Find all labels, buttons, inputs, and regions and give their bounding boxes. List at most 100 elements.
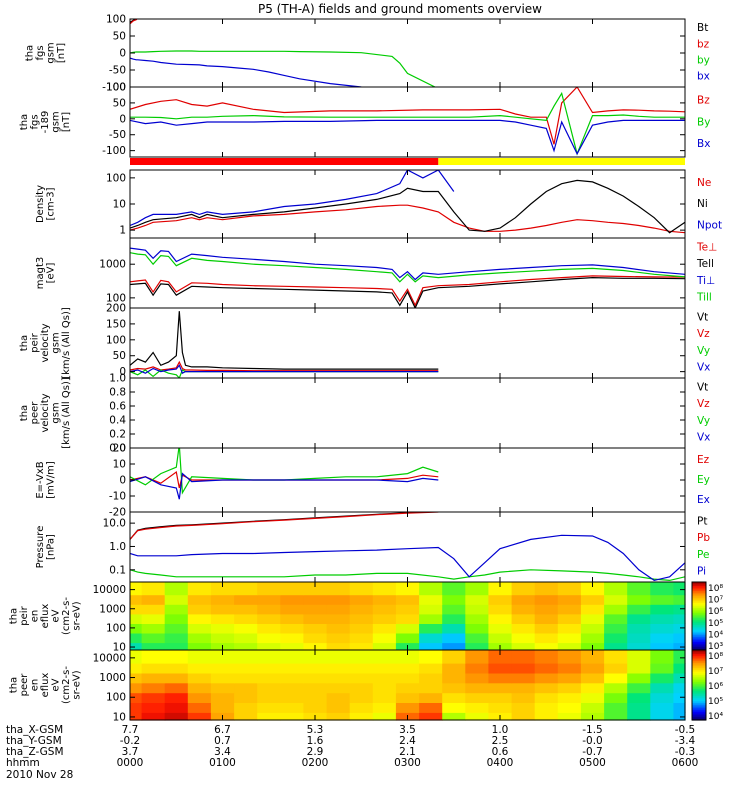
- spectrogram-cell: [164, 682, 189, 694]
- colorbar-tick-label: 10⁵: [708, 697, 723, 707]
- colorbar-segment: [692, 688, 706, 691]
- spectrogram-cell: [511, 663, 536, 674]
- spectrogram-cell: [511, 594, 536, 605]
- y-tick-label: -50: [109, 129, 126, 141]
- spectrogram-cell: [257, 672, 281, 684]
- ephemeris-value: 2.9: [307, 746, 324, 758]
- spectrogram-cell: [210, 623, 235, 634]
- spectrogram-cell: [326, 672, 351, 684]
- spectrogram-cell: [604, 604, 628, 615]
- spectrogram-cell: [372, 632, 397, 644]
- colorbar-tick-label: 10³: [708, 642, 723, 652]
- ephemeris-value: -0.3: [675, 746, 696, 758]
- spectrogram-cell: [557, 582, 582, 596]
- spectrogram-cell: [627, 582, 651, 596]
- spectrogram-cell: [349, 632, 374, 644]
- spectrogram-cell: [650, 702, 674, 713]
- colorbar-segment: [692, 582, 706, 585]
- y-tick-label: 100: [106, 14, 126, 26]
- y-axis-label: [eV]: [45, 263, 56, 284]
- colorbar-segment: [692, 621, 706, 624]
- colorbar-segment: [692, 585, 706, 588]
- y-axis-label: gsm: [45, 42, 56, 63]
- ephemeris-value: 0300: [394, 757, 421, 769]
- time-axis: tha_X-GSM 7.7 6.7 5.3 3.5 1.0 -1.5 -0.5 tha_Y-GS…: [6, 724, 698, 769]
- legend-entry: Ne: [697, 177, 711, 189]
- spectrogram-cell: [141, 582, 166, 596]
- spectrogram-cell: [627, 642, 651, 651]
- spectrogram-cell: [372, 604, 397, 615]
- spectrogram-cell: [534, 632, 559, 644]
- spectrogram-cells: [130, 582, 686, 651]
- spectrogram-cell: [488, 582, 513, 596]
- colorbar-segment: [692, 610, 706, 614]
- spectrogram-cell: [187, 692, 212, 703]
- legend-entry: Vt: [697, 312, 708, 324]
- colorbar-tick-label: 10⁷: [708, 596, 723, 606]
- y-axis-label: (cm2-s-: [61, 597, 72, 635]
- colorbar-segment: [692, 662, 706, 665]
- series-line-Vt: [130, 311, 439, 370]
- spectrogram-cell: [326, 682, 351, 694]
- spectrogram-cell: [280, 632, 304, 644]
- colorbar-segment: [692, 655, 706, 658]
- spectrogram-cell: [627, 650, 651, 664]
- colorbar-segment: [692, 700, 706, 704]
- colorbar-segment: [692, 599, 706, 602]
- y-axis-label: magt3: [35, 257, 46, 290]
- spectrogram-cell: [303, 663, 328, 674]
- spectrogram-cell: [257, 604, 281, 615]
- y-tick-label: 1000: [99, 259, 126, 271]
- spectrogram-cell: [349, 613, 374, 624]
- spectrogram-cell: [395, 613, 420, 624]
- spectrogram-cell: [187, 702, 212, 713]
- spectrogram-cell: [557, 672, 582, 684]
- colorbar-segment: [692, 707, 706, 711]
- series-line-Te⊥: [130, 275, 685, 307]
- colorbar-segment: [692, 643, 706, 646]
- spectrogram-cell: [210, 582, 235, 596]
- spectrogram-cell: [187, 594, 212, 605]
- spectrogram-cell: [326, 692, 351, 703]
- spectrogram-cell: [557, 663, 582, 674]
- spectrogram-cell: [534, 623, 559, 634]
- spectrogram-cell: [650, 642, 674, 651]
- y-tick-label: 10: [113, 642, 126, 654]
- spectrogram-cell: [465, 672, 489, 684]
- colorbar-segment: [692, 634, 706, 637]
- colorbar-segment: [692, 669, 706, 672]
- spectrogram-cell: [210, 663, 235, 674]
- spectrogram-cell: [465, 682, 489, 694]
- y-tick-label: 50: [113, 97, 126, 109]
- spectrogram-cell: [372, 594, 397, 605]
- legend-entry: Bz: [697, 94, 710, 106]
- ephemeris-value: -3.4: [675, 735, 696, 747]
- spectrogram-cell: [210, 692, 235, 703]
- spectrogram-cell: [326, 623, 351, 634]
- colorbar-segment: [692, 638, 706, 641]
- ephemeris-row-label: tha_X-GSM: [6, 724, 63, 736]
- spectrogram-cell: [534, 682, 559, 694]
- spectrogram-cell: [372, 650, 397, 664]
- spectrogram-cell: [650, 672, 674, 684]
- spectrogram-cell: [234, 594, 258, 605]
- y-tick-label: 0.1: [109, 564, 126, 576]
- colorbar-segment: [692, 658, 706, 662]
- spectrogram-cell: [488, 623, 513, 634]
- spectrogram-cell: [395, 702, 420, 713]
- ephemeris-value: 0.6: [492, 746, 509, 758]
- y-axis-label: en: [30, 610, 41, 623]
- colorbar-segment: [692, 664, 706, 667]
- spectrogram-cell: [164, 604, 189, 615]
- series-line-Ti⊥: [130, 247, 685, 281]
- legend-entry: Vy: [697, 345, 710, 357]
- series-group: [130, 170, 685, 234]
- spectrogram-cell: [442, 702, 466, 713]
- spectrogram-cell: [349, 604, 374, 615]
- spectrogram-cell: [187, 682, 212, 694]
- spectrogram-cell: [141, 632, 166, 644]
- spectrogram-cell: [442, 613, 466, 624]
- ephemeris-value: 0400: [487, 757, 514, 769]
